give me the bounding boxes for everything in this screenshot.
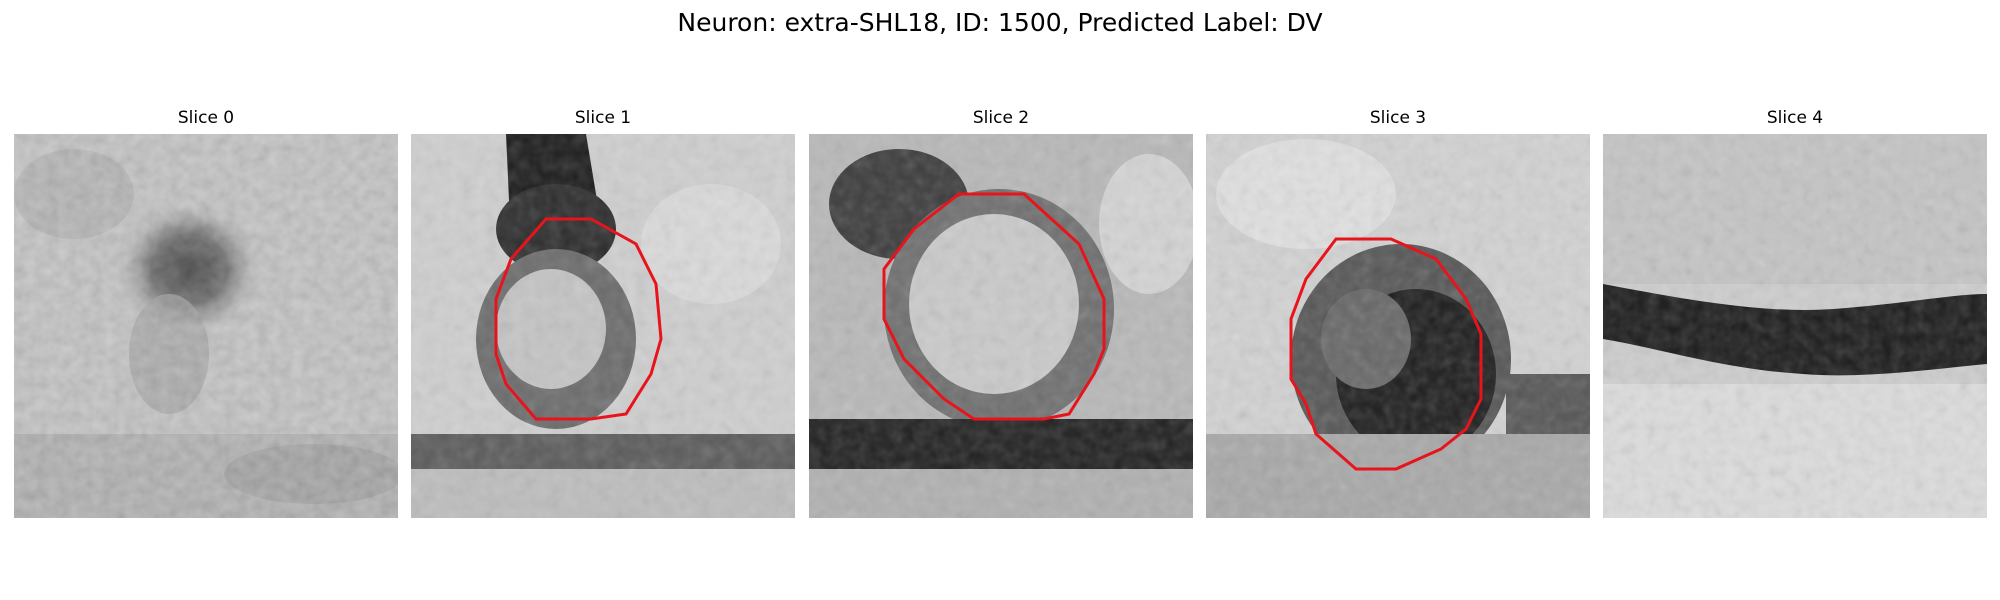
slice-image-0-svg (14, 134, 398, 518)
contour-slice-3 (1289, 237, 1483, 471)
slice-image-4 (1603, 134, 1987, 518)
slice-image-1-svg (411, 134, 795, 518)
slice-panel-4: Slice 4 (1603, 108, 1987, 518)
slice-title-2: Slice 2 (972, 108, 1030, 128)
slice-title-0: Slice 0 (177, 108, 235, 128)
slice-title-4: Slice 4 (1766, 108, 1824, 128)
slice-image-1 (411, 134, 795, 518)
slice-panel-2: Slice 2 (809, 108, 1193, 518)
slice-title-3: Slice 3 (1369, 108, 1427, 128)
contour-slice-2 (882, 192, 1106, 421)
contour-slice-1 (494, 217, 663, 421)
slice-image-3 (1206, 134, 1590, 518)
slice-panel-0: Slice 0 (14, 108, 398, 518)
slice-image-4-svg (1603, 134, 1987, 518)
figure-title: Neuron: extra-SHL18, ID: 1500, Predicted… (677, 8, 1323, 37)
slice-image-3-svg (1206, 134, 1590, 518)
slice-image-2 (809, 134, 1193, 518)
slice-image-0 (14, 134, 398, 518)
slice-panel-1: Slice 1 (411, 108, 795, 518)
slice-panel-3: Slice 3 (1206, 108, 1590, 518)
slice-image-2-svg (809, 134, 1193, 518)
slice-title-1: Slice 1 (574, 108, 632, 128)
